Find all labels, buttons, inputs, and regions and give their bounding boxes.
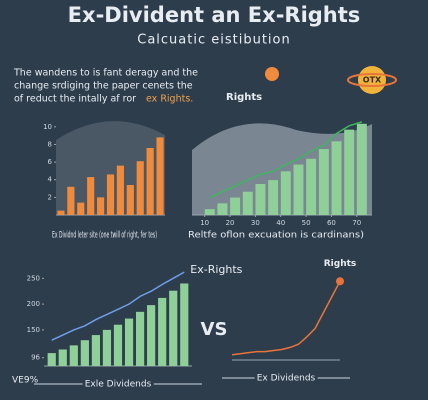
bar bbox=[230, 197, 241, 215]
x-tick-label: 60 bbox=[327, 219, 336, 227]
x-tick-label: 50 bbox=[302, 219, 311, 227]
trend-line bbox=[231, 280, 341, 356]
caption: Reltfe oflon excuation is cardinans) bbox=[188, 231, 364, 241]
vs-label: VS bbox=[201, 319, 228, 340]
title: Ex-Divident an Ex-Rights bbox=[68, 3, 361, 27]
y-tick-label: 4 bbox=[48, 176, 53, 184]
bar bbox=[58, 349, 67, 366]
x-tick-label: 10 bbox=[200, 219, 209, 227]
badge: OTX bbox=[363, 76, 382, 85]
bar bbox=[77, 202, 85, 215]
planet-icon bbox=[265, 67, 279, 81]
bar bbox=[106, 174, 115, 215]
bar bbox=[113, 324, 123, 366]
y-tick-label: 200 bbox=[27, 300, 40, 308]
intro-line: The wandens to is fant deragy and the bbox=[13, 68, 198, 79]
bar bbox=[47, 353, 56, 366]
y-tick-label: 250 bbox=[27, 274, 40, 282]
bar bbox=[156, 137, 164, 215]
subtitle: Calcuatic eistibution bbox=[137, 33, 290, 48]
caption: Ex Dividnd leter site (one twill of righ… bbox=[52, 231, 157, 241]
bar bbox=[169, 290, 178, 366]
trend-line bbox=[51, 271, 185, 341]
y-tick-label: 8 bbox=[48, 140, 52, 148]
bar bbox=[116, 165, 124, 215]
bar bbox=[102, 329, 112, 366]
bar bbox=[318, 149, 329, 215]
bar bbox=[242, 191, 253, 215]
bar bbox=[91, 335, 101, 366]
bar bbox=[331, 141, 342, 215]
intro-highlight: ex Rights. bbox=[146, 94, 193, 105]
icon-label: Rights bbox=[226, 92, 262, 103]
planet-icon bbox=[358, 66, 386, 94]
y-tick-label: 6 bbox=[48, 158, 53, 166]
bar bbox=[293, 164, 304, 215]
x-axis-label: Exle Dividends bbox=[85, 380, 152, 390]
intro-line: of reduct the intally af ror bbox=[14, 94, 136, 105]
x-tick-label: 20 bbox=[226, 219, 235, 227]
bar bbox=[146, 147, 154, 215]
end-dot bbox=[336, 277, 344, 286]
footnote: VE9% bbox=[12, 376, 39, 386]
y-tick-label: 96 bbox=[31, 354, 40, 362]
y-tick-label: 150 bbox=[27, 326, 40, 334]
annotation: Rights bbox=[324, 259, 357, 269]
bar bbox=[268, 180, 279, 215]
x-tick-label: 70 bbox=[352, 219, 361, 227]
intro-line: change srdiging the paper cenets the bbox=[14, 81, 193, 92]
trend-line bbox=[209, 121, 363, 199]
bar bbox=[356, 123, 367, 215]
bar bbox=[306, 158, 317, 215]
bar bbox=[57, 210, 65, 215]
bar bbox=[87, 177, 95, 215]
planet-ring bbox=[347, 73, 397, 87]
bar bbox=[217, 203, 228, 215]
bar bbox=[135, 311, 145, 366]
bar bbox=[136, 161, 144, 215]
bar bbox=[67, 186, 75, 215]
annotation: Ex-Rights bbox=[190, 263, 242, 276]
bar bbox=[126, 185, 134, 215]
bar bbox=[255, 183, 266, 215]
bar bbox=[158, 297, 167, 366]
bar bbox=[147, 305, 156, 366]
bar bbox=[204, 209, 215, 215]
x-tick-label: 40 bbox=[276, 219, 285, 227]
bar bbox=[69, 345, 78, 366]
bar bbox=[180, 283, 189, 366]
x-axis-label: Ex Dividends bbox=[257, 374, 316, 384]
bar bbox=[344, 129, 355, 215]
bar bbox=[280, 171, 291, 215]
bar bbox=[124, 318, 134, 366]
bar bbox=[80, 340, 89, 366]
x-tick-label: 30 bbox=[251, 219, 260, 227]
y-tick-label: 10 bbox=[43, 123, 52, 131]
bar bbox=[97, 197, 105, 215]
y-tick-label: 2 bbox=[48, 193, 52, 201]
